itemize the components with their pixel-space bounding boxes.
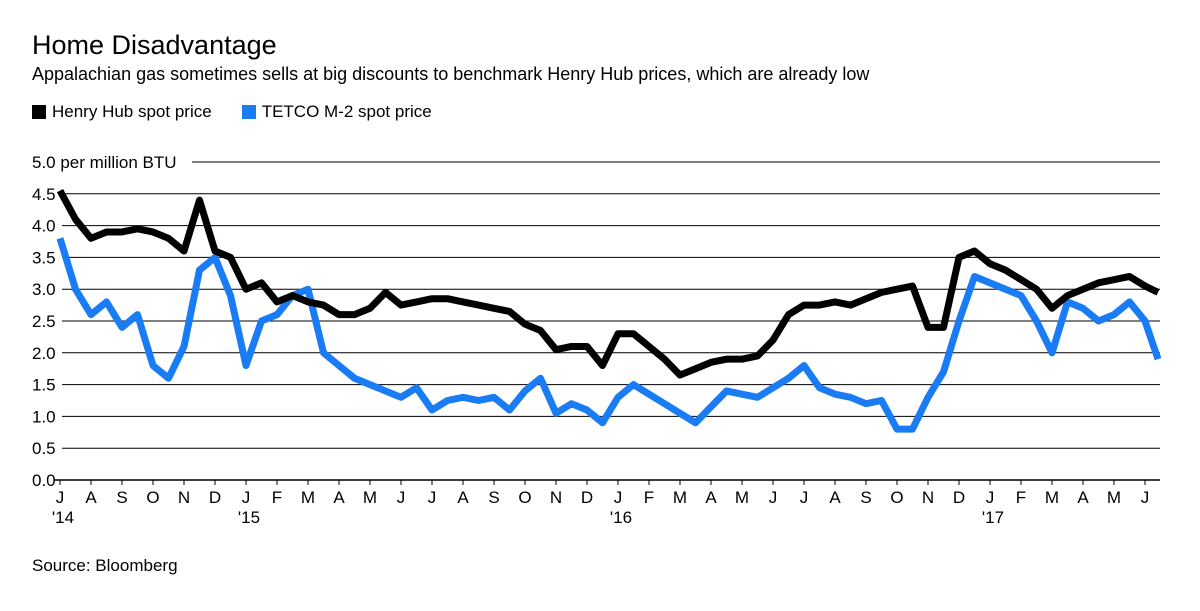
y-tick-label: 4.0 (32, 217, 56, 236)
x-tick-year-label: '15 (238, 508, 260, 527)
legend-item-tetco: TETCO M-2 spot price (241, 102, 432, 122)
x-tick-label: M (735, 488, 749, 507)
source-note: Source: Bloomberg (32, 556, 178, 575)
x-tick-label: M (1107, 488, 1121, 507)
x-tick-label: O (518, 488, 531, 507)
y-tick-label: 4.5 (32, 185, 56, 204)
legend: Henry Hub spot price TETCO M-2 spot pric… (32, 102, 432, 122)
x-tick-label: J (800, 488, 809, 507)
x-tick-year-label: '17 (982, 508, 1004, 527)
y-tick-label: 1.0 (32, 407, 56, 426)
x-tick-label: N (178, 488, 190, 507)
x-tick-label: F (644, 488, 654, 507)
x-tick-label: S (860, 488, 871, 507)
x-tick-label: J (242, 488, 251, 507)
y-tick-label: 1.5 (32, 376, 56, 395)
y-tick-label: 0.0 (32, 471, 56, 490)
legend-swatch-henry-hub (32, 105, 46, 119)
x-tick-year-label: '16 (610, 508, 632, 527)
x-tick-label: N (550, 488, 562, 507)
legend-swatch-tetco (241, 105, 256, 119)
x-tick-label: J (428, 488, 437, 507)
x-tick-label: A (705, 488, 717, 507)
x-tick-label: J (56, 488, 65, 507)
x-tick-label: N (922, 488, 934, 507)
y-tick-label: 5.0 per million BTU (32, 153, 177, 172)
x-tick-label: D (581, 488, 593, 507)
x-tick-label: D (953, 488, 965, 507)
chart-subtitle: Appalachian gas sometimes sells at big d… (32, 64, 870, 84)
series-line-tetco (56, 237, 1162, 433)
legend-label-henry-hub: Henry Hub spot price (52, 102, 212, 121)
x-tick-label: J (614, 488, 623, 507)
x-tick-label: J (1141, 488, 1150, 507)
y-tick-label: 3.0 (32, 280, 56, 299)
x-tick-label: F (1016, 488, 1026, 507)
x-tick-label: A (829, 488, 841, 507)
x-tick-label: M (363, 488, 377, 507)
x-tick-label: A (1077, 488, 1089, 507)
x-tick-year-label: '14 (52, 508, 74, 527)
x-tick-label: S (116, 488, 127, 507)
x-tick-label: O (890, 488, 903, 507)
chart-title: Home Disadvantage (32, 30, 277, 60)
x-tick-label: A (333, 488, 345, 507)
x-tick-label: S (488, 488, 499, 507)
legend-item-henry-hub: Henry Hub spot price (32, 102, 212, 122)
y-tick-label: 2.0 (32, 344, 56, 363)
x-tick-label: D (209, 488, 221, 507)
x-tick-label: J (986, 488, 995, 507)
x-tick-label: A (85, 488, 97, 507)
x-tick-label: M (1045, 488, 1059, 507)
x-tick-label: M (301, 488, 315, 507)
x-tick-label: F (272, 488, 282, 507)
y-tick-label: 2.5 (32, 312, 56, 331)
x-tick-label: O (146, 488, 159, 507)
series-line-henry-hub (56, 188, 1160, 379)
x-tick-label: J (397, 488, 406, 507)
legend-label-tetco: TETCO M-2 spot price (261, 102, 432, 121)
y-tick-label: 0.5 (32, 439, 56, 458)
x-tick-label: A (457, 488, 469, 507)
x-tick-label: J (769, 488, 778, 507)
y-tick-label: 3.5 (32, 248, 56, 267)
x-tick-label: M (673, 488, 687, 507)
